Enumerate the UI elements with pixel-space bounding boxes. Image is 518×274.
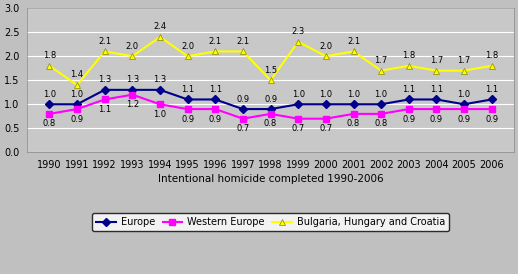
Text: 1.8: 1.8: [485, 51, 498, 60]
Text: 2.1: 2.1: [209, 37, 222, 46]
Text: 1.7: 1.7: [457, 56, 471, 65]
Text: 1.0: 1.0: [375, 90, 387, 99]
Text: 1.1: 1.1: [209, 85, 222, 94]
Text: 1.0: 1.0: [70, 90, 83, 99]
Text: 0.9: 0.9: [485, 115, 498, 124]
Text: 1.1: 1.1: [98, 105, 111, 114]
Text: 1.5: 1.5: [264, 66, 277, 75]
Text: 1.0: 1.0: [347, 90, 360, 99]
Text: 1.1: 1.1: [181, 85, 194, 94]
Text: 1.0: 1.0: [153, 110, 167, 119]
Legend: Europe, Western Europe, Bulgaria, Hungary and Croatia: Europe, Western Europe, Bulgaria, Hungar…: [92, 213, 449, 231]
Text: 1.0: 1.0: [319, 90, 333, 99]
Text: 0.9: 0.9: [402, 115, 415, 124]
Text: 1.2: 1.2: [126, 100, 139, 109]
Text: 2.0: 2.0: [126, 42, 139, 51]
Text: 0.8: 0.8: [375, 119, 388, 129]
Text: 2.1: 2.1: [98, 37, 111, 46]
Text: 0.9: 0.9: [70, 115, 83, 124]
Text: 0.9: 0.9: [209, 115, 222, 124]
X-axis label: Intentional homicide completed 1990-2006: Intentional homicide completed 1990-2006: [158, 174, 383, 184]
Text: 2.3: 2.3: [292, 27, 305, 36]
Text: 1.0: 1.0: [292, 90, 305, 99]
Text: 0.7: 0.7: [292, 124, 305, 133]
Text: 2.0: 2.0: [181, 42, 194, 51]
Text: 0.8: 0.8: [347, 119, 360, 129]
Text: 1.0: 1.0: [43, 90, 56, 99]
Text: 0.9: 0.9: [430, 115, 443, 124]
Text: 0.7: 0.7: [319, 124, 333, 133]
Text: 2.0: 2.0: [319, 42, 333, 51]
Text: 2.1: 2.1: [347, 37, 360, 46]
Text: 0.9: 0.9: [181, 115, 194, 124]
Text: 1.7: 1.7: [375, 56, 388, 65]
Text: 1.1: 1.1: [430, 85, 443, 94]
Text: 1.3: 1.3: [153, 75, 167, 84]
Text: 0.8: 0.8: [264, 119, 277, 129]
Text: 1.0: 1.0: [457, 90, 471, 99]
Text: 0.9: 0.9: [264, 95, 277, 104]
Text: 0.9: 0.9: [457, 115, 471, 124]
Text: 0.9: 0.9: [236, 95, 250, 104]
Text: 1.8: 1.8: [402, 51, 415, 60]
Text: 0.7: 0.7: [236, 124, 250, 133]
Text: 1.7: 1.7: [430, 56, 443, 65]
Text: 1.1: 1.1: [485, 85, 498, 94]
Text: 1.3: 1.3: [126, 75, 139, 84]
Text: 1.3: 1.3: [98, 75, 111, 84]
Text: 2.4: 2.4: [153, 22, 167, 32]
Text: 1.1: 1.1: [402, 85, 415, 94]
Text: 1.8: 1.8: [43, 51, 56, 60]
Text: 0.8: 0.8: [43, 119, 56, 129]
Text: 2.1: 2.1: [236, 37, 250, 46]
Text: 1.4: 1.4: [70, 70, 83, 79]
